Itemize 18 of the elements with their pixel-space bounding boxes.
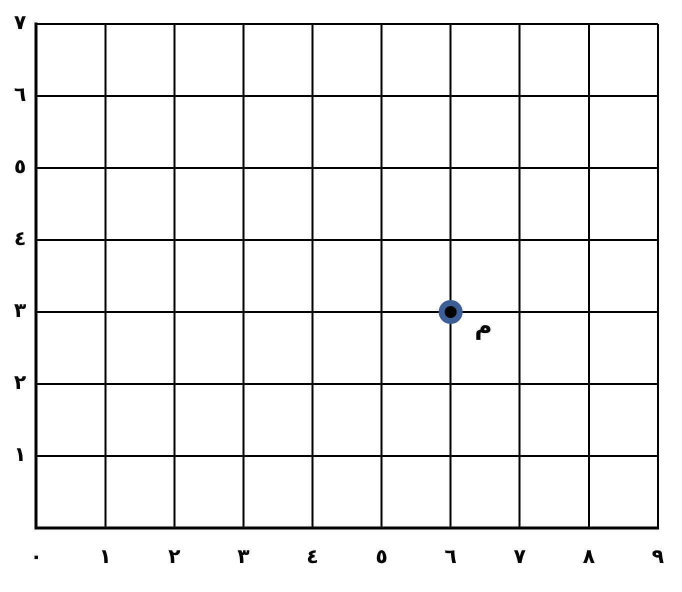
x-tick-label: ٠ [30, 544, 42, 568]
x-tick-label: ٢ [168, 544, 180, 568]
x-tick-label: ٤ [306, 544, 319, 568]
y-tick-label: ٧ [14, 10, 26, 34]
y-tick-label: ٥ [14, 154, 26, 178]
x-tick-label: ٥ [375, 544, 388, 568]
y-tick-label: ١ [14, 442, 26, 466]
y-tick-label: ٣ [14, 298, 26, 322]
x-tick-label: ٩ [652, 544, 664, 568]
x-tick-label: ٣ [237, 544, 250, 568]
y-tick-label: ٢ [14, 370, 26, 394]
x-tick-label: ٦ [444, 544, 457, 568]
x-tick-label: ٧ [514, 544, 526, 568]
annotation: م [474, 312, 492, 340]
x-tick-label: ١ [99, 544, 112, 568]
y-tick-label: ٤ [14, 226, 26, 250]
y-tick-label: ٦ [14, 82, 26, 106]
x-tick-label: ٨ [582, 544, 595, 568]
